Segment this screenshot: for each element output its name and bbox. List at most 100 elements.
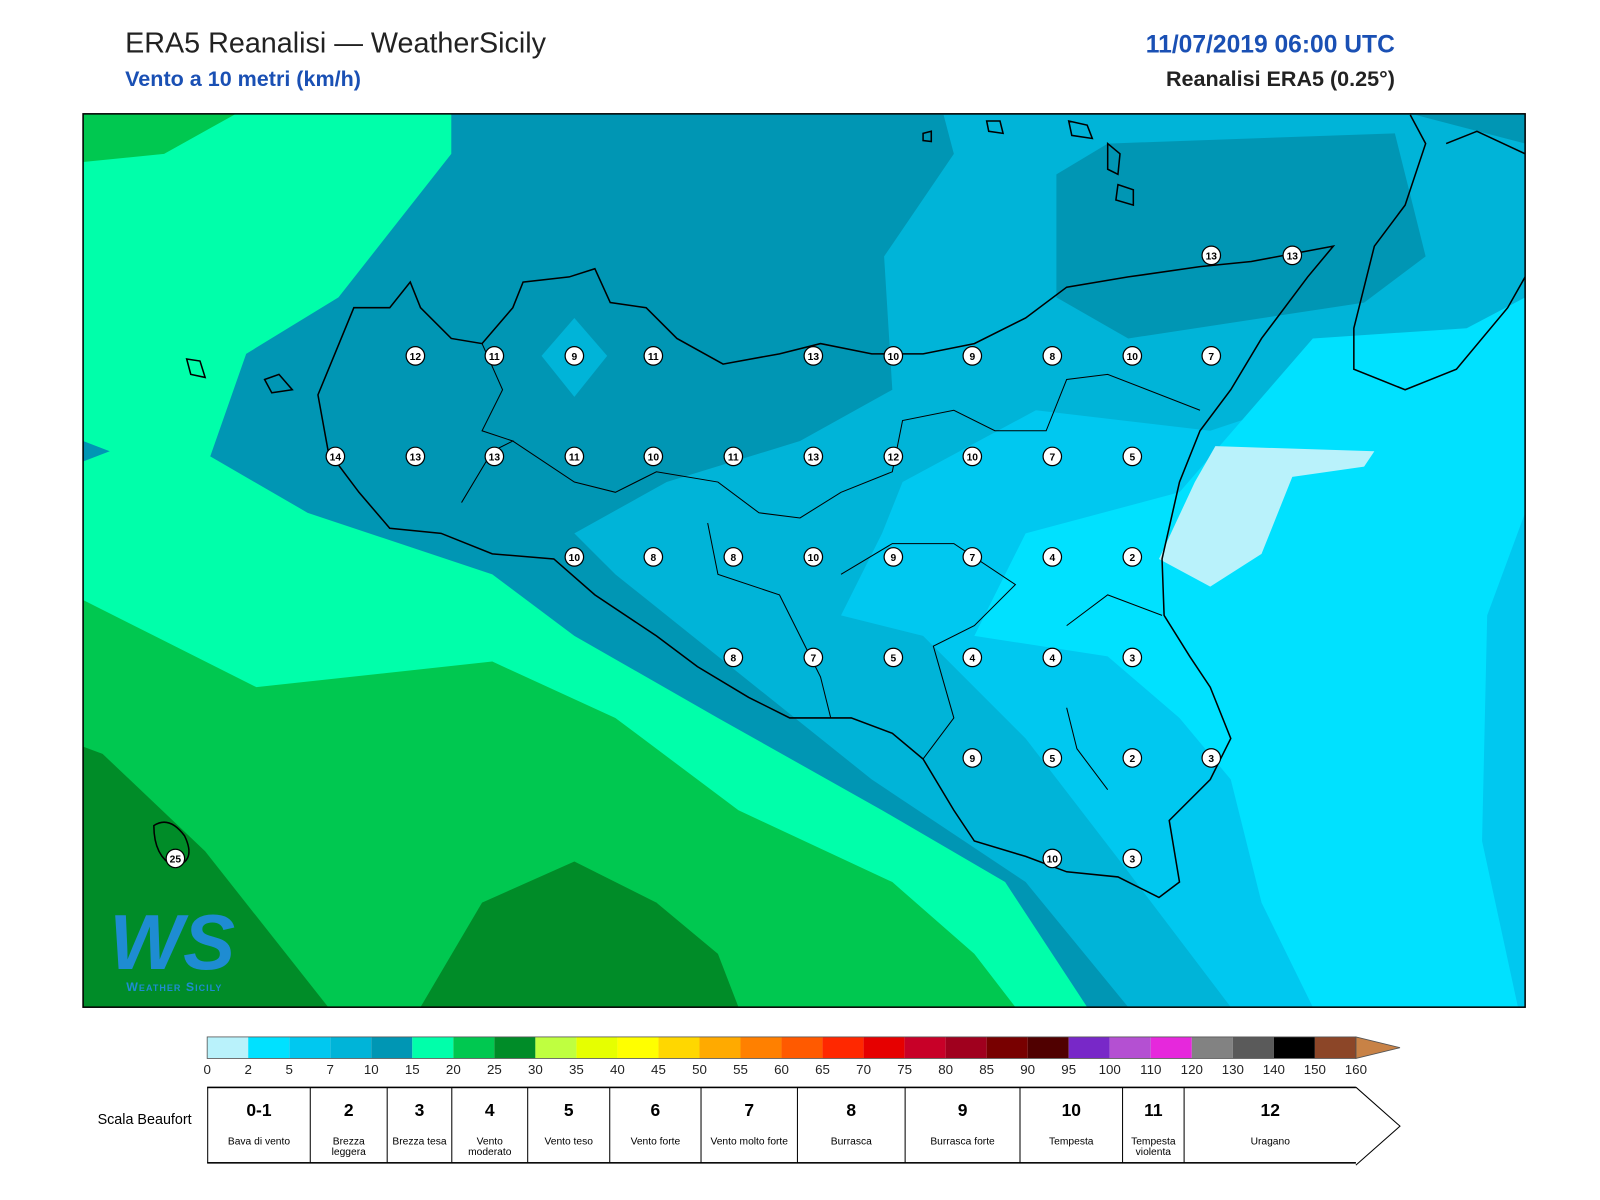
colorbar-bin <box>453 1036 495 1059</box>
colorbar-tick-label: 5 <box>286 1062 293 1077</box>
beaufort-label: Scala Beaufort <box>98 1112 192 1128</box>
station-marker <box>484 346 505 366</box>
station-marker <box>405 446 426 467</box>
beaufort-name: Vento moderato <box>468 1136 512 1158</box>
colorbar-bin <box>1191 1036 1233 1059</box>
station-value: 13 <box>1287 251 1299 262</box>
colorbar-bin <box>986 1036 1028 1059</box>
beaufort-name: Uragano <box>1250 1136 1290 1148</box>
contour <box>83 441 110 462</box>
station-value: 2 <box>1129 553 1135 564</box>
beaufort-name: Bava di vento <box>227 1136 291 1148</box>
beaufort-arrow <box>1355 1086 1401 1166</box>
station-marker <box>165 848 186 869</box>
station-marker <box>1042 647 1063 668</box>
beaufort-name: Vento molto forte <box>710 1136 788 1148</box>
beaufort-class: 10 Tempesta <box>1019 1087 1123 1164</box>
colorbar-tick-label: 120 <box>1181 1062 1203 1077</box>
colorbar-tick-label: 95 <box>1061 1062 1076 1077</box>
colorbar-tick-label: 40 <box>610 1062 625 1077</box>
station-value: 3 <box>1129 855 1135 866</box>
station-value: 7 <box>1049 453 1055 464</box>
station-marker <box>1042 547 1063 567</box>
station-marker <box>1122 346 1143 366</box>
colorbar-tick-label: 65 <box>815 1062 830 1077</box>
station-value: 8 <box>730 654 736 665</box>
station-marker <box>723 446 744 467</box>
station-value: 10 <box>648 453 660 464</box>
beaufort-class: 0-1 Bava di vento <box>207 1087 310 1164</box>
calabria <box>1353 114 1526 391</box>
station-value: 3 <box>1129 654 1135 665</box>
station-value: 9 <box>572 352 578 363</box>
beaufort-class: 11 Tempesta violenta <box>1122 1087 1184 1164</box>
station-marker <box>723 647 744 668</box>
colorbar-bin <box>863 1036 905 1059</box>
station-value: 13 <box>808 352 820 363</box>
colorbar-bin <box>617 1036 659 1059</box>
station-value: 12 <box>410 352 422 363</box>
colorbar-bin <box>1273 1036 1315 1059</box>
colorbar-bin <box>1232 1036 1274 1059</box>
colorbar-tick-label: 55 <box>733 1062 748 1077</box>
beaufort-name: Vento forte <box>630 1136 681 1148</box>
station-marker <box>564 346 585 366</box>
station-value: 11 <box>728 453 739 464</box>
map-frame <box>82 113 1526 1008</box>
beaufort-class: 6 Vento forte <box>609 1087 701 1164</box>
station-value: 25 <box>170 855 182 866</box>
station-value: 7 <box>969 553 975 564</box>
station-marker <box>643 446 664 467</box>
beaufort-force: 11 <box>1144 1100 1163 1120</box>
beaufort-force: 3 <box>414 1100 425 1120</box>
beaufort-name: Tempesta violenta <box>1131 1136 1176 1158</box>
station-value: 13 <box>410 453 422 464</box>
beaufort-force: 0-1 <box>246 1100 272 1120</box>
station-marker <box>325 446 346 467</box>
colorbar-tick-label: 25 <box>487 1062 502 1077</box>
contour <box>420 861 739 1008</box>
station-marker <box>803 346 824 366</box>
station-value: 5 <box>1049 754 1055 765</box>
colorbar-tick-label: 45 <box>651 1062 666 1077</box>
station-marker <box>643 547 664 567</box>
colorbar-bin <box>207 1036 249 1059</box>
colorbar-bin <box>1150 1036 1192 1059</box>
colorbar-bin <box>658 1036 700 1059</box>
contour <box>974 297 1526 1008</box>
beaufort-name: Vento teso <box>544 1136 593 1148</box>
station-value: 10 <box>888 352 900 363</box>
colorbar-bin <box>740 1036 782 1059</box>
beaufort-class: 3 Brezza tesa <box>386 1087 452 1164</box>
station-marker <box>1122 446 1143 467</box>
station-marker <box>1282 245 1303 266</box>
colorbar-tick-label: 80 <box>938 1062 953 1077</box>
station-value: 10 <box>569 553 581 564</box>
colorbar-tick-label: 160 <box>1345 1062 1367 1077</box>
contour <box>83 746 329 1008</box>
colorbar-bin <box>1027 1036 1069 1059</box>
colorbar-bin <box>945 1036 987 1059</box>
station-value: 5 <box>1129 453 1135 464</box>
colorbar-tick-label: 0 <box>203 1062 210 1077</box>
station-value: 10 <box>1127 352 1139 363</box>
station-marker <box>962 346 983 366</box>
station-value: 11 <box>489 352 500 363</box>
station-marker <box>1122 647 1143 668</box>
colorbar-tick-label: 130 <box>1222 1062 1244 1077</box>
station-marker <box>962 547 983 567</box>
beaufort-name: Brezza leggera <box>331 1136 366 1158</box>
beaufort-class: 2 Brezza leggera <box>309 1087 387 1164</box>
colorbar-bin <box>699 1036 741 1059</box>
station-marker <box>803 446 824 467</box>
station-value: 8 <box>650 553 656 564</box>
station-marker <box>564 446 585 467</box>
colorbar-tick-label: 2 <box>244 1062 251 1077</box>
colorbar-bin <box>412 1036 454 1059</box>
colorbar-tick-label: 30 <box>528 1062 543 1077</box>
colorbar-tick-label: 50 <box>692 1062 707 1077</box>
station-marker <box>803 647 824 668</box>
station-marker <box>405 346 426 366</box>
beaufort-force: 9 <box>957 1100 968 1120</box>
colorbar-bin <box>494 1036 536 1059</box>
